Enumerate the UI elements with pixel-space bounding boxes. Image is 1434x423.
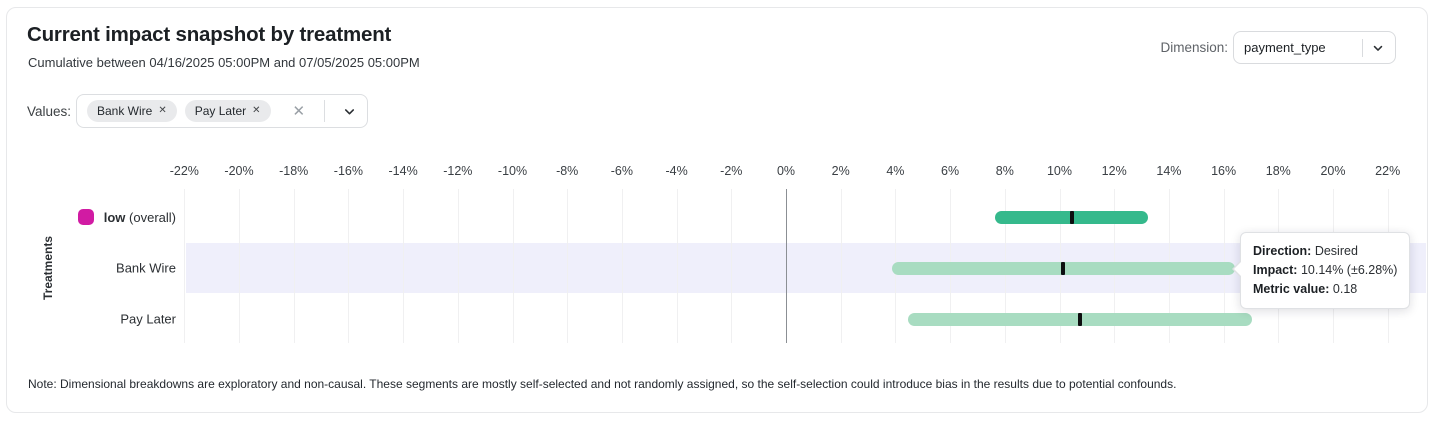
dimension-selected-value: payment_type bbox=[1244, 40, 1326, 55]
divider bbox=[324, 100, 326, 122]
gridline bbox=[676, 189, 678, 343]
dimension-label: Dimension: bbox=[1160, 40, 1228, 55]
x-axis-tick-label: -4% bbox=[665, 164, 688, 178]
date-range-subtitle: Cumulative between 04/16/2025 05:00PM an… bbox=[28, 55, 420, 70]
gridline bbox=[293, 189, 295, 343]
x-axis-tick-label: 4% bbox=[886, 164, 905, 178]
x-axis-tick-label: -10% bbox=[497, 164, 528, 178]
row-label-text: Pay Later bbox=[120, 311, 176, 327]
x-axis-tick-label: -12% bbox=[443, 164, 473, 178]
x-axis-tick-label: 0% bbox=[776, 164, 796, 178]
treatment-row-label: Pay Later bbox=[40, 312, 176, 327]
gridline bbox=[403, 189, 405, 343]
card bbox=[6, 7, 1428, 413]
gridline bbox=[348, 189, 350, 343]
x-axis-tick-label: -8% bbox=[556, 164, 579, 178]
gridline bbox=[457, 189, 459, 343]
dimension-select[interactable]: payment_type bbox=[1233, 31, 1396, 64]
x-axis-tick-label: 18% bbox=[1265, 164, 1291, 178]
x-axis-tick-label: 16% bbox=[1211, 164, 1237, 178]
bar-tooltip: Direction: Desired Impact: 10.14% (±6.28… bbox=[1231, 232, 1411, 309]
x-axis-tick-label: 20% bbox=[1320, 164, 1346, 178]
x-axis-tick-label: -6% bbox=[610, 164, 634, 178]
tooltip-metric-value: Metric value: 0.18 bbox=[1253, 282, 1358, 296]
divider bbox=[1362, 38, 1363, 57]
chip-remove-icon[interactable]: ✕ bbox=[158, 105, 167, 116]
impact-point-marker bbox=[1061, 261, 1066, 275]
impact-point-marker bbox=[1069, 210, 1074, 224]
x-axis-tick-label: 10% bbox=[1046, 164, 1073, 178]
chevron-down-icon[interactable] bbox=[1371, 41, 1385, 55]
chevron-down-icon[interactable] bbox=[342, 104, 357, 119]
gridline bbox=[731, 189, 733, 343]
value-chip[interactable]: Pay Later ✕ bbox=[184, 100, 271, 122]
legend-color-swatch bbox=[77, 209, 94, 225]
gridline bbox=[239, 189, 240, 343]
disclaimer-note: Note: Dimensional breakdowns are explora… bbox=[28, 377, 1177, 391]
x-axis-tick-label: 2% bbox=[831, 164, 850, 178]
zero-axis-line bbox=[786, 189, 787, 343]
x-axis-tick-label: -16% bbox=[333, 164, 363, 178]
x-axis-tick-label: -14% bbox=[388, 164, 418, 178]
page-title: Current impact snapshot by treatment bbox=[27, 23, 392, 46]
x-axis-tick-label: 14% bbox=[1156, 164, 1182, 178]
treatment-row-label: Bank Wire bbox=[40, 261, 176, 276]
x-axis-tick-label: 8% bbox=[995, 164, 1014, 178]
gridline bbox=[621, 189, 623, 343]
y-axis-label: Treatments bbox=[41, 235, 55, 301]
gridline bbox=[840, 189, 842, 343]
treatment-row-label: low (overall) bbox=[40, 209, 176, 225]
x-axis-tick-label: -18% bbox=[279, 164, 309, 178]
tooltip-impact: Impact: 10.14% (±6.28%) bbox=[1253, 263, 1398, 277]
row-label-text: Bank Wire bbox=[116, 260, 176, 276]
chip-label: Bank Wire bbox=[97, 104, 153, 118]
values-multiselect[interactable]: Bank Wire ✕ Pay Later ✕ ✕ bbox=[76, 94, 369, 128]
impact-point-marker bbox=[1078, 312, 1082, 326]
values-label: Values: bbox=[27, 104, 72, 119]
x-axis-tick-label: -22% bbox=[169, 164, 199, 178]
gridline bbox=[567, 189, 569, 343]
gridline bbox=[512, 189, 514, 343]
x-axis-tick-label: -2% bbox=[720, 164, 743, 178]
chip-remove-icon[interactable]: ✕ bbox=[252, 105, 261, 116]
x-axis-tick-label: 12% bbox=[1101, 164, 1127, 178]
row-label-text: low (overall) bbox=[103, 209, 176, 225]
x-axis-tick-label: 6% bbox=[941, 164, 960, 178]
chips-container: Bank Wire ✕ Pay Later ✕ bbox=[87, 100, 271, 122]
clear-all-icon[interactable]: ✕ bbox=[292, 102, 306, 120]
gridline bbox=[184, 189, 186, 343]
value-chip[interactable]: Bank Wire ✕ bbox=[87, 100, 177, 122]
chip-label: Pay Later bbox=[194, 104, 247, 118]
tooltip-direction: Direction: Desired bbox=[1253, 244, 1358, 258]
x-axis-tick-label: 22% bbox=[1375, 164, 1401, 178]
x-axis-tick-label: -20% bbox=[224, 164, 254, 178]
